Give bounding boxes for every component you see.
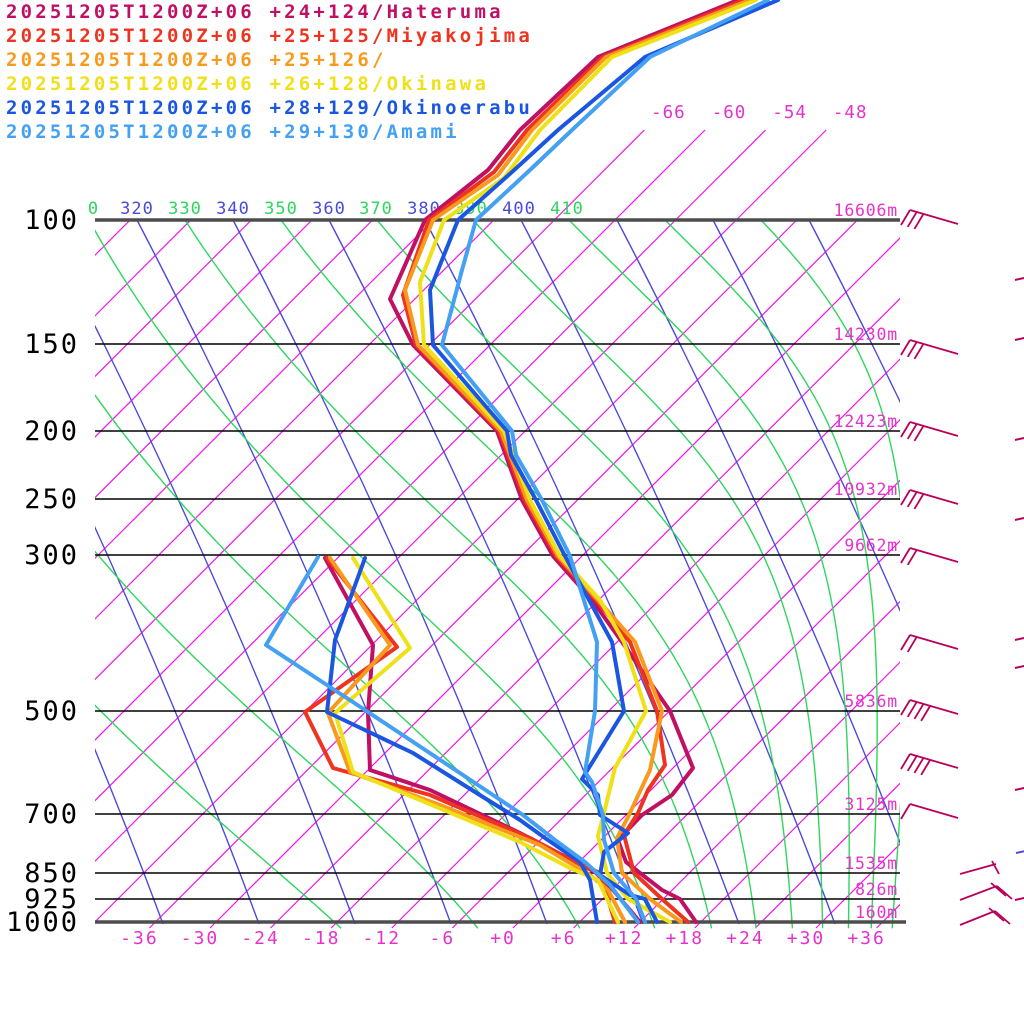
header-line-1: 20251205T1200Z+06 +25+125/Miyakojima [6,25,534,47]
svg-text:-24: -24 [241,928,280,949]
pressure-label-200: 200 [24,416,79,447]
svg-text:-30: -30 [181,928,220,949]
svg-text:+0: +0 [490,928,516,949]
svg-text:0: 0 [88,199,98,219]
isotherm-lines [95,219,900,929]
svg-text:360: 360 [312,199,346,219]
temperature-trace [440,0,770,924]
upper-isotherm-labels: -66 -60 -54 -48 [553,103,868,221]
pressure-lines: 100 16606m 150 14230m 200 12423m 250 10932m 300 9… [6,201,906,938]
pressure-label-1000: 1000 [6,907,79,938]
pressure-label-700: 700 [24,799,79,830]
svg-text:+18: +18 [666,928,705,949]
svg-text:-66: -66 [651,103,686,123]
sounding-okinoerabu [325,0,780,924]
moist-adiabat-lines [95,219,900,929]
header-line-0: 20251205T1200Z+06 +24+124/Hateruma [6,1,504,23]
temperature-axis-labels: -36 -30 -24 -18 -12 -6 +0 +6 +12 +18 +24 +30 +36 [120,928,886,949]
sounding-header-block: 20251205T1200Z+06 +24+124/Hateruma 202512… [6,0,533,144]
pressure-label-250: 250 [24,484,79,515]
pressure-label-850: 850 [24,858,79,889]
svg-text:+6: +6 [551,928,577,949]
height-label-150: 14230m [834,325,898,344]
svg-text:-36: -36 [120,928,159,949]
height-label-250: 10932m [834,480,898,499]
height-label-925: 826m [855,880,898,899]
height-label-100: 16606m [834,201,898,220]
sounding-amami [264,0,770,924]
svg-text:400: 400 [502,199,536,219]
svg-text:+30: +30 [787,928,826,949]
svg-text:320: 320 [120,199,154,219]
header-line-4: 20251205T1200Z+06 +28+129/Okinoerabu [6,97,534,119]
svg-text:+24: +24 [726,928,765,949]
svg-text:-18: -18 [302,928,341,949]
wind-barb-column [900,209,1024,926]
height-label-300: 9662m [844,536,898,555]
svg-text:410: 410 [550,199,584,219]
height-label-850: 1535m [844,854,898,873]
temperature-trace [403,0,752,924]
svg-text:340: 340 [216,199,250,219]
svg-text:+36: +36 [847,928,886,949]
header-line-5: 20251205T1200Z+06 +29+130/Amami [6,121,460,143]
svg-text:350: 350 [264,199,298,219]
theta-axis-labels: 0 320 330 340 350 360 370 380 390 400 410 [88,199,584,219]
header-line-3: 20251205T1200Z+06 +26+128/Okinawa [6,73,490,95]
dewpoint-trace [264,555,640,924]
pressure-label-300: 300 [24,540,79,571]
header-line-2: 20251205T1200Z+06 +25+126/ [6,49,387,71]
svg-text:330: 330 [168,199,202,219]
svg-text:-60: -60 [712,103,747,123]
svg-text:370: 370 [359,199,393,219]
temperature-trace [401,0,746,924]
height-label-500: 5836m [844,692,898,711]
height-label-1000: 160m [855,903,898,922]
svg-text:-12: -12 [363,928,402,949]
dewpoint-trace [325,556,599,924]
pressure-label-500: 500 [24,696,79,727]
height-label-700: 3125m [844,795,898,814]
svg-text:+12: +12 [605,928,644,949]
pressure-label-925: 925 [24,884,79,915]
svg-text:-54: -54 [772,103,807,123]
svg-text:-48: -48 [833,103,868,123]
pressure-label-100: 100 [24,205,79,236]
temperature-trace [428,0,780,924]
pressure-label-150: 150 [24,329,79,360]
svg-text:-6: -6 [430,928,456,949]
height-label-200: 12423m [834,412,898,431]
sounding-okinawa [333,0,758,924]
